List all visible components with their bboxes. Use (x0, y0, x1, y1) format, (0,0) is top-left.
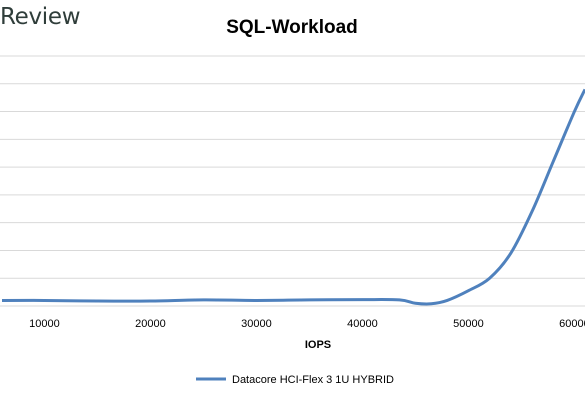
x-tick-label: 20000 (135, 318, 166, 330)
x-tick-label: 30000 (241, 318, 272, 330)
x-tick-label: 50000 (453, 318, 484, 330)
grid-lines (0, 55, 585, 307)
legend-entry: Datacore HCI-Flex 3 1U HYBRID (232, 374, 394, 386)
series-line (1, 88, 585, 306)
x-axis-label: IOPS (305, 339, 331, 351)
legend: Datacore HCI-Flex 3 1U HYBRID (196, 374, 394, 386)
chart-title: SQL-Workload (226, 17, 358, 38)
x-tick-label: 10000 (29, 318, 60, 330)
x-tick-label: 40000 (347, 318, 378, 330)
series-lines (1, 88, 585, 306)
brand-logo-text: Review (0, 4, 81, 30)
x-tick-label: 60000 (559, 318, 585, 330)
x-tick-labels: 10000 20000 30000 40000 50000 60000 (29, 318, 585, 330)
